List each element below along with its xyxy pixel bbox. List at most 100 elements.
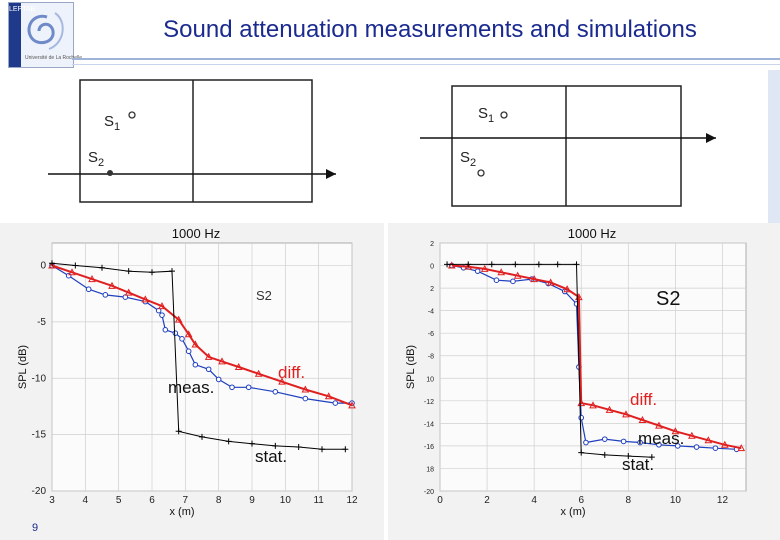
diff-point <box>218 357 226 365</box>
diff-point <box>638 415 647 423</box>
stat-point <box>319 446 325 453</box>
source-s2-marker <box>107 170 113 176</box>
diff-point <box>348 401 356 409</box>
meas-point <box>712 445 719 451</box>
x-tick-label: 7 <box>183 495 189 506</box>
source-annotation: S2 <box>256 288 272 303</box>
meas-point <box>245 384 252 391</box>
curve-label-stat: stat. <box>255 447 287 466</box>
diff-point <box>124 288 133 296</box>
diff-point <box>158 302 166 310</box>
university-logo: LEPTAB Université de La Rochelle <box>8 2 82 68</box>
stat-point <box>72 262 79 269</box>
diff-point <box>301 385 310 393</box>
diff-point <box>254 369 263 377</box>
y-tick-label: -20 <box>32 486 47 497</box>
diff-point <box>563 285 571 293</box>
meas-point <box>215 376 222 383</box>
page-number: 9 <box>32 522 39 534</box>
y-tick-label: -5 <box>37 317 46 328</box>
diff-point <box>324 392 333 400</box>
diff-point <box>720 440 729 448</box>
y-tick-label: -14 <box>424 421 434 428</box>
meas-point <box>601 436 608 442</box>
y-tick-label: -10 <box>32 373 47 384</box>
s1-label-left: S1 <box>104 113 120 133</box>
s2-label-right: S2 <box>460 149 476 169</box>
y-axis-label: SPL (dB) <box>405 345 417 389</box>
x-tick-label: 8 <box>216 495 222 506</box>
stat-point <box>199 433 205 440</box>
source-s1-marker-right <box>500 111 508 119</box>
meas-point <box>620 438 627 445</box>
diff-point <box>480 264 489 272</box>
y-tick-label: -16 <box>424 444 434 451</box>
meas-point <box>474 268 481 274</box>
stat-point <box>465 261 472 268</box>
stat-point <box>625 453 632 460</box>
y-tick-label: -12 <box>424 399 434 406</box>
meas-point <box>510 278 516 285</box>
diff-point <box>234 362 243 370</box>
diff-point <box>497 268 506 276</box>
y-tick-label: -6 <box>428 331 434 338</box>
meas-point <box>159 312 165 318</box>
s2-label-left: S2 <box>88 149 104 169</box>
schematic-right: S1 S2 <box>420 85 716 207</box>
plot-area <box>439 242 747 492</box>
curve-label-meas: meas. <box>168 378 214 397</box>
meas-point <box>302 395 309 402</box>
curve-label-stat: stat. <box>622 455 654 474</box>
diff-point <box>704 436 713 444</box>
diff-point <box>530 275 538 283</box>
s1-label-right: S1 <box>478 105 494 125</box>
stat-point <box>573 261 580 268</box>
meas-point <box>185 348 192 355</box>
meas-point <box>85 286 92 293</box>
diff-point <box>88 275 96 283</box>
meas-point <box>162 327 169 333</box>
meas-point <box>229 384 235 391</box>
meas-point <box>583 439 589 446</box>
diff-point <box>68 268 76 276</box>
diff-point <box>204 352 213 360</box>
chart-title: 1000 Hz <box>172 226 220 241</box>
diff-point <box>622 410 630 418</box>
series-line-stat <box>51 262 346 450</box>
y-tick-label: 0 <box>430 264 434 271</box>
stat-point <box>512 261 519 268</box>
diff-point <box>605 405 614 413</box>
stat-point <box>488 261 495 268</box>
diff-point <box>108 281 116 289</box>
x-tick-label: 6 <box>578 495 584 506</box>
x-tick-label: 4 <box>531 495 537 506</box>
x-tick-label: 9 <box>249 495 255 506</box>
stat-point <box>272 442 279 449</box>
stat-point <box>249 440 255 447</box>
diff-point <box>48 261 56 269</box>
x-tick-label: 8 <box>626 495 632 506</box>
x-tick-label: 4 <box>83 495 89 506</box>
stat-point <box>554 261 561 268</box>
series-line-diff <box>451 264 742 450</box>
source-s1-marker <box>128 111 136 119</box>
meas-point <box>578 414 585 421</box>
stat-point <box>601 451 608 458</box>
meas-point <box>192 361 199 368</box>
x-tick-label: 3 <box>49 495 55 506</box>
stat-point <box>342 446 349 453</box>
meas-point <box>637 439 643 446</box>
meas-point <box>656 441 662 448</box>
stat-point <box>175 428 182 435</box>
stat-point <box>295 444 302 451</box>
x-axis-label: x (m) <box>169 506 194 518</box>
diff-point <box>174 315 183 323</box>
y-tick-label: -4 <box>428 309 434 316</box>
y-axis-label: SPL (dB) <box>17 345 29 389</box>
logo-swirl-icon <box>27 12 64 50</box>
y-tick-label: 2 <box>430 241 434 248</box>
meas-point <box>693 444 700 450</box>
logo-caption: Université de La Rochelle <box>25 55 82 61</box>
diff-point <box>464 262 473 270</box>
